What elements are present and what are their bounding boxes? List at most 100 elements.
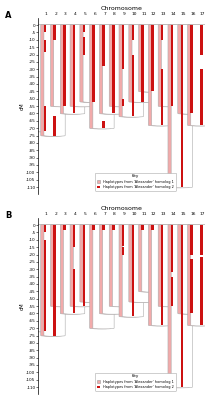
FancyBboxPatch shape (60, 224, 82, 314)
FancyBboxPatch shape (161, 24, 183, 107)
FancyBboxPatch shape (31, 24, 52, 132)
FancyBboxPatch shape (64, 224, 85, 314)
Bar (92, 225, 95, 230)
FancyBboxPatch shape (70, 24, 91, 107)
FancyBboxPatch shape (191, 24, 211, 126)
Bar (73, 25, 75, 114)
FancyBboxPatch shape (151, 24, 173, 126)
FancyBboxPatch shape (112, 24, 134, 107)
Bar (161, 69, 164, 125)
FancyBboxPatch shape (80, 224, 101, 302)
FancyBboxPatch shape (93, 224, 114, 329)
FancyBboxPatch shape (181, 24, 202, 114)
FancyBboxPatch shape (109, 24, 131, 107)
Bar (181, 225, 183, 387)
FancyBboxPatch shape (142, 224, 163, 292)
Bar (200, 69, 203, 125)
Bar (132, 54, 134, 116)
FancyBboxPatch shape (99, 24, 121, 114)
FancyBboxPatch shape (64, 24, 85, 114)
Bar (83, 25, 85, 32)
FancyBboxPatch shape (178, 24, 199, 114)
Legend: Haplotypes from 'Alexander' homolog 1, Haplotypes from 'Alexander' homolog 2: Haplotypes from 'Alexander' homolog 1, H… (95, 173, 176, 191)
FancyBboxPatch shape (60, 24, 82, 114)
FancyBboxPatch shape (34, 224, 55, 332)
FancyBboxPatch shape (139, 24, 160, 92)
FancyBboxPatch shape (181, 224, 202, 314)
FancyBboxPatch shape (148, 224, 170, 326)
FancyBboxPatch shape (90, 224, 111, 329)
FancyBboxPatch shape (73, 24, 95, 107)
FancyBboxPatch shape (99, 224, 121, 314)
FancyBboxPatch shape (83, 224, 104, 302)
FancyBboxPatch shape (119, 24, 140, 117)
Bar (122, 247, 124, 254)
Bar (132, 225, 134, 316)
Legend: Haplotypes from 'Alexander' homolog 1, Haplotypes from 'Alexander' homolog 2: Haplotypes from 'Alexander' homolog 1, H… (95, 373, 176, 391)
FancyBboxPatch shape (168, 224, 189, 388)
Bar (161, 225, 164, 325)
FancyBboxPatch shape (132, 224, 153, 302)
FancyBboxPatch shape (41, 224, 62, 336)
Text: B: B (5, 211, 11, 220)
Bar (122, 99, 124, 106)
Bar (171, 25, 173, 106)
FancyBboxPatch shape (44, 224, 65, 336)
Bar (141, 225, 144, 230)
FancyBboxPatch shape (34, 24, 55, 132)
Bar (73, 225, 75, 247)
FancyBboxPatch shape (41, 24, 62, 136)
FancyBboxPatch shape (178, 224, 199, 314)
Y-axis label: cM: cM (20, 102, 25, 110)
X-axis label: Chromosome: Chromosome (101, 206, 143, 210)
Bar (63, 25, 66, 106)
Bar (83, 37, 85, 54)
Bar (132, 25, 134, 40)
FancyBboxPatch shape (31, 224, 52, 332)
FancyBboxPatch shape (109, 224, 131, 307)
FancyBboxPatch shape (54, 224, 75, 307)
FancyBboxPatch shape (158, 224, 180, 307)
Bar (171, 225, 173, 272)
Bar (112, 225, 115, 230)
FancyBboxPatch shape (50, 224, 72, 307)
Bar (122, 25, 124, 69)
FancyBboxPatch shape (161, 224, 183, 307)
Bar (200, 25, 203, 54)
Bar (92, 25, 95, 102)
FancyBboxPatch shape (122, 24, 143, 117)
Bar (190, 225, 193, 254)
FancyBboxPatch shape (148, 24, 170, 126)
Y-axis label: cM: cM (20, 302, 25, 310)
Bar (53, 116, 56, 136)
FancyBboxPatch shape (103, 24, 124, 114)
FancyBboxPatch shape (188, 224, 209, 326)
Bar (151, 225, 154, 230)
Bar (190, 25, 193, 114)
FancyBboxPatch shape (93, 24, 114, 129)
Bar (122, 225, 124, 246)
FancyBboxPatch shape (70, 224, 91, 307)
Bar (53, 25, 56, 40)
Bar (181, 25, 183, 187)
FancyBboxPatch shape (158, 24, 180, 107)
X-axis label: Chromosome: Chromosome (101, 6, 143, 10)
Bar (43, 106, 46, 131)
Bar (112, 25, 115, 114)
FancyBboxPatch shape (54, 24, 75, 107)
Bar (83, 225, 85, 306)
Bar (190, 259, 193, 314)
Bar (102, 225, 105, 230)
FancyBboxPatch shape (129, 24, 150, 102)
Bar (43, 240, 46, 331)
FancyBboxPatch shape (73, 224, 95, 307)
Bar (53, 225, 56, 336)
Bar (43, 40, 46, 52)
FancyBboxPatch shape (103, 224, 124, 314)
Bar (161, 25, 164, 40)
FancyBboxPatch shape (129, 224, 150, 302)
Bar (171, 277, 173, 306)
FancyBboxPatch shape (83, 24, 104, 102)
FancyBboxPatch shape (151, 224, 173, 326)
FancyBboxPatch shape (44, 24, 65, 136)
